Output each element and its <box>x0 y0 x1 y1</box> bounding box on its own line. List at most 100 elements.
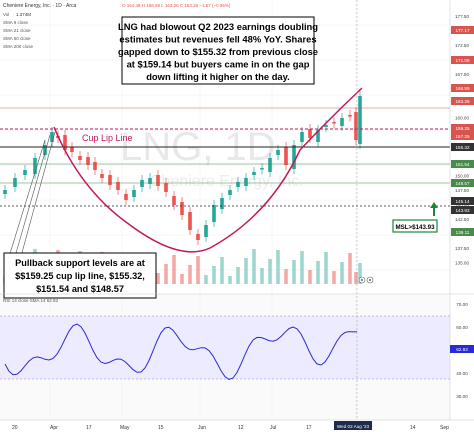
price-tag <box>451 179 474 187</box>
indicator-sma21[interactable]: SMA 21 close <box>3 28 31 33</box>
price-tag <box>451 124 474 132</box>
callout-line-2: estimates but revenues fell 48% YoY. Sha… <box>119 34 316 45</box>
pullback-line-1: Pullback support levels are at <box>15 258 145 268</box>
price-tag <box>451 26 474 34</box>
candle-body <box>172 196 176 205</box>
gridlines <box>0 0 450 420</box>
rsi-band <box>0 316 450 379</box>
price-tag-text: 171.08 <box>455 58 469 63</box>
indicator-sma9[interactable]: SMA 9 close <box>3 20 29 25</box>
callout-line-5: down lifting it higher on the day. <box>146 71 290 82</box>
candle-body <box>43 145 47 155</box>
time-label: 14 <box>410 425 416 431</box>
candle-body <box>236 182 240 187</box>
candle-body <box>13 178 17 187</box>
candle-body <box>78 156 82 160</box>
candle-body <box>63 135 67 150</box>
volume-bar <box>354 272 358 284</box>
candle-body <box>188 212 192 230</box>
price-axis-label: 142.50 <box>455 217 469 222</box>
candle-body <box>33 158 37 174</box>
candlesticks[interactable] <box>3 91 362 245</box>
candle-body <box>100 174 104 178</box>
volume-bar <box>204 275 208 284</box>
candle-body <box>308 129 312 138</box>
time-label: 17 <box>306 425 312 431</box>
price-axis-label: 137.50 <box>455 246 469 251</box>
price-tag-text: 163.26 <box>455 99 469 104</box>
volume-bar <box>212 266 216 284</box>
candle-body <box>3 190 7 194</box>
pullback-line-3: $151.54 and $148.57 <box>36 284 124 294</box>
candle-body <box>116 182 120 190</box>
candle-body <box>252 172 256 175</box>
candle-body <box>340 118 344 126</box>
time-label: 12 <box>238 425 244 431</box>
candle-body <box>358 96 362 144</box>
rsi-value-tag <box>450 345 474 353</box>
price-axis-label: 135.00 <box>455 261 469 266</box>
candle-body <box>268 158 272 172</box>
time-axis[interactable] <box>0 420 474 432</box>
current-date-text: Wed 02 Aug '23 <box>337 424 370 429</box>
candle-body <box>108 175 112 185</box>
indicator-vol-value: 1.374M <box>16 12 31 17</box>
volume-bar <box>324 252 328 284</box>
price-tag-text: 143.93 <box>455 208 469 213</box>
volume-bar <box>340 262 344 284</box>
time-label: 17 <box>86 425 92 431</box>
rsi-axis-label: 60.00 <box>456 325 468 330</box>
candle-body <box>332 122 336 124</box>
candle-body <box>276 150 280 155</box>
price-axis-label: 147.50 <box>455 188 469 193</box>
callout-line-3: gapped down to $155.32 from previous clo… <box>118 46 318 57</box>
candle-body <box>324 125 328 127</box>
price-tag-text: 155.32 <box>455 145 469 150</box>
volume-bar <box>220 257 224 284</box>
eye-icon[interactable] <box>358 276 374 284</box>
indicator-sma200[interactable]: SMA 200 close <box>3 44 34 49</box>
price-tag-text: 157.25 <box>455 134 469 139</box>
candle-body <box>148 178 152 184</box>
volume-bar <box>164 264 168 284</box>
price-tag <box>451 206 474 214</box>
candle-body <box>156 175 160 186</box>
price-tag-text: 148.57 <box>455 181 469 186</box>
price-tag <box>451 56 474 64</box>
price-tag <box>451 160 474 168</box>
candle-body <box>86 157 90 165</box>
candle-body <box>244 178 248 186</box>
candle-body <box>212 205 216 222</box>
volume-bar <box>308 270 312 284</box>
volume-bar <box>260 268 264 284</box>
price-tag-text: 166.59 <box>455 86 469 91</box>
price-tag <box>451 197 474 205</box>
price-tag-text: 177.17 <box>455 28 469 33</box>
candle-body <box>220 198 224 209</box>
volume-bar <box>228 276 232 284</box>
candle-body <box>196 234 200 240</box>
time-label: Jun <box>198 425 206 431</box>
indicator-sma50[interactable]: SMA 50 close <box>3 36 31 41</box>
price-axis-label: 150.00 <box>455 174 469 179</box>
time-label: Apr <box>50 425 58 431</box>
time-label: Jul <box>270 425 276 431</box>
candle-body <box>292 145 296 169</box>
rsi-label: RSI 14 close SMA 14 62.93 <box>3 298 59 303</box>
callout-line-1: LNG had blowout Q2 2023 earnings doublin… <box>118 21 318 32</box>
price-tag <box>451 84 474 92</box>
rsi-value-text: 62.93 <box>456 347 468 352</box>
candle-body <box>260 168 264 170</box>
volume-bar <box>196 256 200 284</box>
candle-body <box>348 115 352 117</box>
price-axis-label: 167.50 <box>455 72 469 77</box>
candle-body <box>284 147 288 165</box>
volume-bar <box>358 263 362 284</box>
candle-body <box>132 190 136 197</box>
price-tag <box>451 97 474 105</box>
header-title: Cheniere Energy, Inc. · 1D · Arca <box>3 3 76 9</box>
trend-lines <box>7 131 56 261</box>
indicator-vol[interactable]: Vol <box>3 12 9 17</box>
